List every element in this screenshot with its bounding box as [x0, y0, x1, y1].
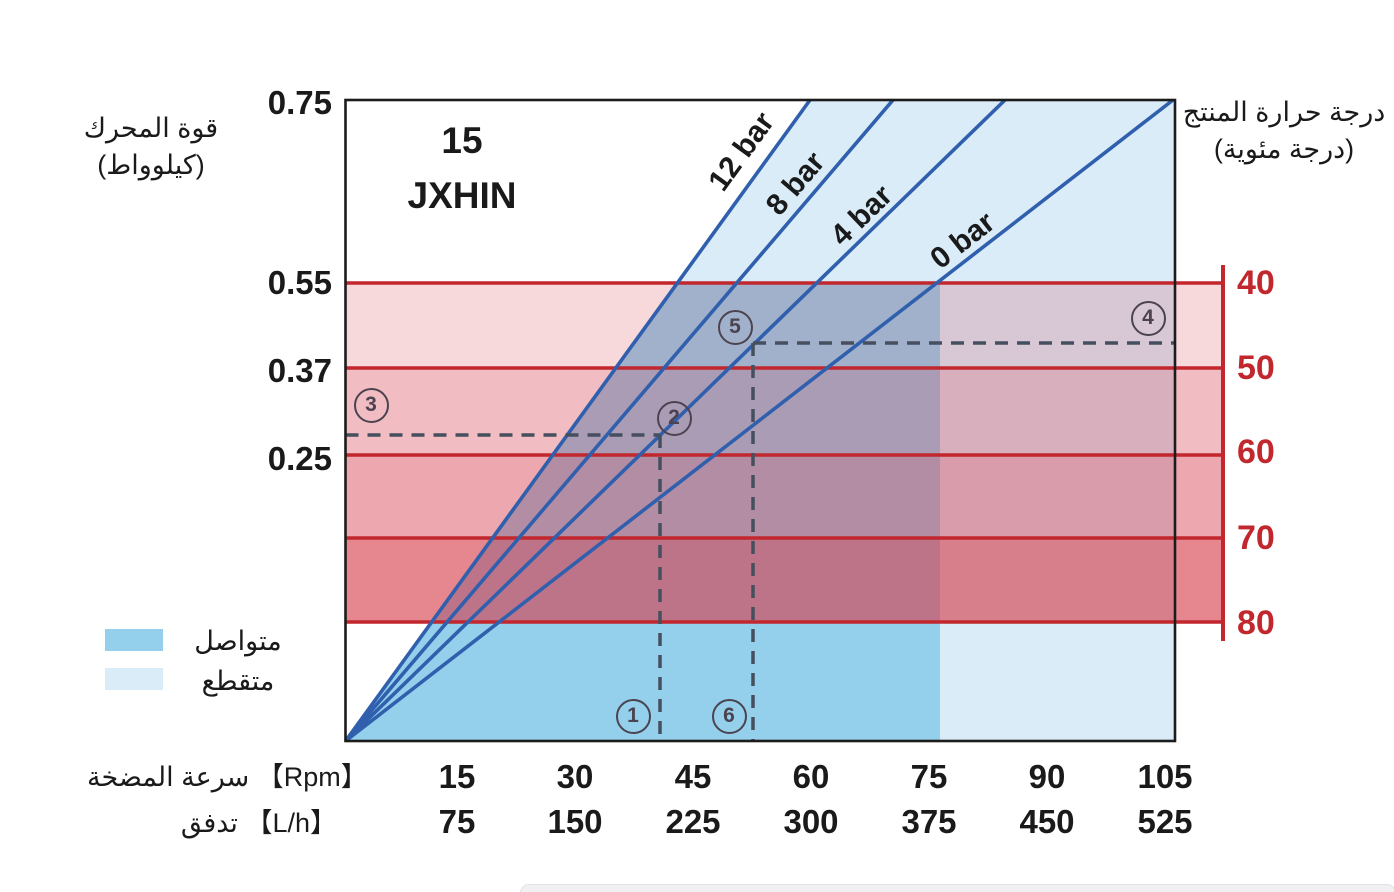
rpm-tick-label: 75 [910, 758, 948, 795]
annotation-marker-4: 4 [1130, 300, 1166, 336]
right-axis-title-line2: (درجة مئوية) [1213, 134, 1355, 164]
temperature-tick-label: 70 [1237, 519, 1275, 557]
annotation-marker-1: 1 [615, 698, 651, 734]
bottom-edge-strip [520, 884, 1394, 892]
model-title-line2: JXHIN [407, 175, 517, 216]
flow-tick-label: 525 [1137, 803, 1193, 840]
flow-tick-label: 300 [783, 803, 839, 840]
rpm-tick-label: 90 [1028, 758, 1066, 795]
flow-tick-label: 75 [438, 803, 476, 840]
rpm-row-label: سرعة المضخة 【Rpm】 [87, 762, 368, 792]
right-axis-title: درجة حرارة المنتج (درجة مئوية) [1176, 94, 1392, 168]
y-tick-label: 0.37 [267, 352, 332, 389]
y-tick-label: 0.55 [267, 264, 332, 301]
y-tick-label: 0.75 [267, 84, 332, 121]
temperature-tick-label: 50 [1237, 349, 1275, 387]
temperature-grid-lines [345, 281, 1223, 624]
flow-tick-label: 450 [1019, 803, 1075, 840]
legend-label-intermittent: متقطع [201, 666, 275, 696]
rpm-tick-label: 45 [674, 758, 712, 795]
left-axis-title-line1: قوة المحرك [83, 113, 219, 143]
temperature-tick-label: 40 [1237, 264, 1275, 302]
temp-band-50-60 [345, 368, 1223, 455]
rpm-tick-label: 105 [1137, 758, 1193, 795]
flow-tick-label: 375 [901, 803, 957, 840]
temperature-tick-label: 60 [1237, 433, 1275, 471]
temp-band-70-80 [345, 538, 1223, 622]
rpm-tick-label: 30 [556, 758, 594, 795]
legend-swatch-continuous [105, 629, 163, 651]
annotation-marker-2: 2 [656, 400, 692, 436]
model-title-line1: 15 [441, 120, 483, 161]
temp-band-60-70 [345, 455, 1223, 538]
legend-swatch-intermittent [105, 668, 163, 690]
plot-border [344, 98, 1177, 743]
left-axis-title: قوة المحرك (كيلوواط) [66, 110, 236, 184]
annotation-marker-3: 3 [353, 387, 389, 423]
rpm-tick-label: 60 [792, 758, 830, 795]
flow-row-label: تدفق 【L/h】 [180, 808, 337, 838]
annotation-marker-5: 5 [717, 309, 753, 345]
temp-band-40-50 [345, 283, 1223, 368]
flow-tick-label: 225 [665, 803, 721, 840]
annotation-dashed-lines [345, 341, 1175, 741]
right-axis-title-line1: درجة حرارة المنتج [1182, 97, 1386, 127]
temperature-bands [345, 283, 1223, 622]
annotation-marker-6: 6 [711, 698, 747, 734]
temperature-tick-label: 80 [1237, 604, 1275, 642]
pressure-line-0bar [344, 98, 1175, 743]
flow-tick-label: 150 [547, 803, 603, 840]
pressure-line-12bar [344, 98, 812, 743]
rpm-tick-label: 15 [438, 758, 476, 795]
legend-label-continuous: متواصل [194, 626, 282, 656]
y-tick-label: 0.25 [267, 440, 332, 477]
left-axis-title-line2: (كيلوواط) [97, 150, 205, 180]
pressure-line-8bar [344, 98, 895, 743]
